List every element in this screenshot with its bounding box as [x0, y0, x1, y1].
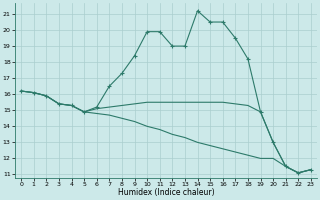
X-axis label: Humidex (Indice chaleur): Humidex (Indice chaleur) [118, 188, 214, 197]
